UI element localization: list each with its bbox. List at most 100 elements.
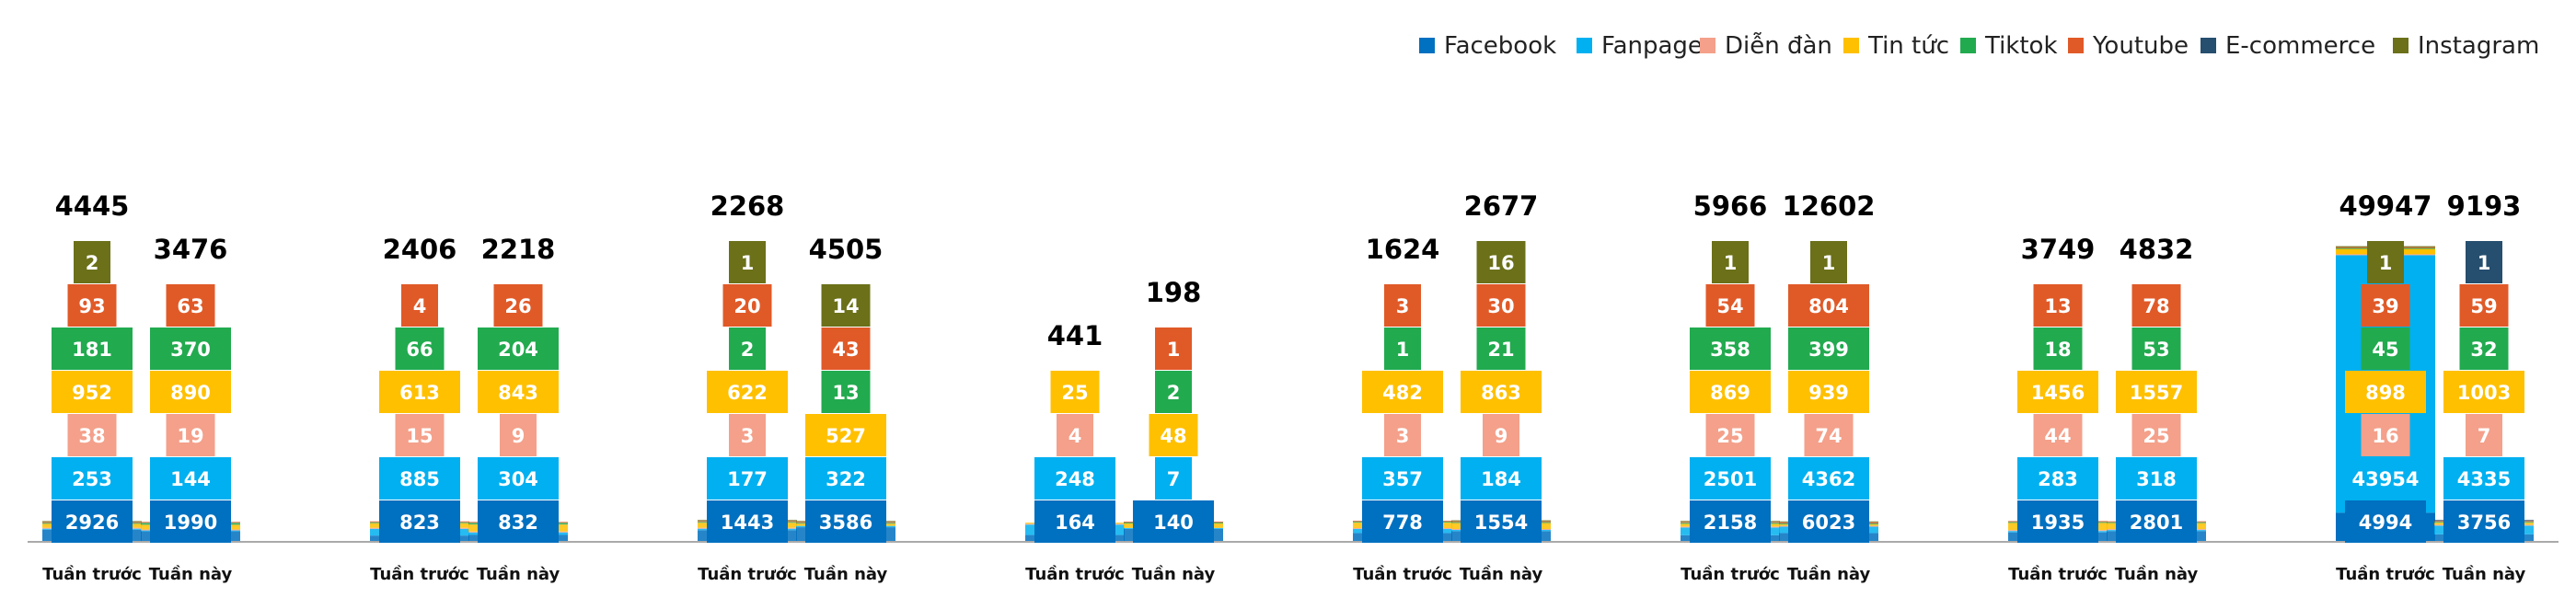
bar-segment-tin-tuc: 622 [707,371,788,413]
bar-total-label: 1624 [1366,234,1440,265]
segment-block [1705,284,1755,327]
legend-label: Diễn đàn [1725,31,1832,60]
segment-block [478,327,559,370]
data-label: 613 [399,382,440,404]
data-label: 804 [1808,295,1849,317]
segment-block [166,414,215,456]
legend-label: Tiktok [1984,32,2058,60]
bar-group-6-tuan-nay: 6023 4362 74 939 399 804 1 12602 [1783,190,1875,543]
bar-segment-youtube: 93 [67,284,117,327]
data-label: 952 [72,382,112,404]
bar-segment-facebook: 2801 [2116,500,2197,543]
segment-block [2466,241,2502,283]
data-label: 3756 [2457,511,2511,534]
segment-block [1788,371,1869,413]
segment-block [707,500,788,543]
segment-block [2443,371,2524,413]
bar-group-1-tuan-truoc: 2926 253 38 952 181 93 2 4445 [52,190,133,543]
bar-segment-youtube: 804 [1788,284,1869,327]
legend-swatch [1700,38,1715,53]
bar-total-label: 2406 [383,234,457,265]
x-tick-label: Tuần trước [1681,565,1780,584]
segment-block [395,327,445,370]
data-label: 181 [72,339,112,361]
segment-block [2033,327,2083,370]
bar-segment-facebook: 2158 [1690,500,1771,543]
bar-segment-facebook: 3586 [805,500,886,543]
bar-segment-facebook: 3756 [2443,500,2524,543]
data-label: 78 [2143,295,2169,317]
bar-segment-tin-tuc: 863 [1461,371,1542,413]
bar-segment-dien-dan: 25 [2131,414,2181,456]
segment-block [2466,414,2502,456]
bar-total-label: 49947 [2339,190,2432,222]
data-label: 3 [1396,295,1410,317]
segment-block [150,371,231,413]
bar-segment-tin-tuc: 898 [2345,371,2426,413]
segment-block [150,327,231,370]
bar-segment-e-commerce: 1 [2466,241,2502,283]
data-label: 1 [1822,252,1836,274]
bar-segment-dien-dan: 74 [1804,414,1854,456]
bar-segment-tin-tuc: 869 [1690,371,1771,413]
bar-segment-facebook: 1935 [2017,500,2098,543]
data-label: 1990 [164,511,217,534]
bar-segment-fanpage: 283 [2017,457,2098,500]
bar-segment-instagram: 1 [729,241,766,283]
bar-segment-fanpage: 357 [1362,457,1443,500]
segment-block [1034,500,1115,543]
segment-block [2345,371,2426,413]
segment-block [2443,457,2524,500]
segment-block [805,457,886,500]
data-label: 2926 [65,511,119,534]
bar-total-label: 4445 [55,190,130,222]
data-label: 4335 [2457,468,2511,490]
segment-block [1362,457,1443,500]
bar-group-7-tuan-nay: 2801 318 25 1557 53 78 4832 [2116,234,2197,543]
data-label: 3 [741,425,755,447]
bar-group-3-tuan-truoc: 1443 177 3 622 2 20 1 2268 [707,190,788,543]
bar-segment-dien-dan: 4 [1057,414,1093,456]
data-label: 164 [1055,511,1095,534]
data-label: 832 [498,511,538,534]
bar-segment-dien-dan: 44 [2033,414,2083,456]
data-label: 204 [498,339,538,361]
legend-label: Facebook [1444,32,1556,60]
data-label: 2501 [1704,468,1757,490]
segment-block [1133,500,1214,543]
segment-block [1362,371,1443,413]
segment-block [1149,414,1198,456]
data-label: 318 [2136,468,2177,490]
legend-label: E-commerce [2225,32,2375,60]
segment-block [1155,457,1192,500]
segment-block [1476,327,1526,370]
data-label: 74 [1815,425,1842,447]
bar-total-label: 441 [1047,320,1103,351]
bar-group-1-tuan-nay: 1990 144 19 890 370 63 3476 [150,234,231,543]
segment-block [1057,414,1093,456]
segment-block [379,500,460,543]
data-label: 1 [1396,339,1410,361]
bar-segment-instagram: 1 [2367,241,2404,283]
bar-segment-tin-tuc: 527 [805,414,886,456]
segment-block [2017,457,2098,500]
bar-segment-instagram: 14 [821,284,871,327]
data-label: 43954 [2351,468,2419,490]
segment-block [2367,241,2404,283]
data-label: 939 [1808,382,1849,404]
data-label: 823 [399,511,440,534]
bar-segment-fanpage: 318 [2116,457,2197,500]
data-label: 25 [1061,382,1088,404]
data-label: 59 [2470,295,2497,317]
segment-block [150,500,231,543]
x-tick-label: Tuần trước [2336,565,2435,584]
segment-block [2131,414,2181,456]
data-label: 177 [727,468,768,490]
data-label: 32 [2470,339,2497,361]
bar-segment-facebook: 2926 [52,500,133,543]
legend-item-fanpage: Fanpage [1577,32,1703,60]
segment-block [1810,241,1847,283]
segment-block [1690,500,1771,543]
segment-block [1461,500,1542,543]
bar-segment-tin-tuc: 1557 [2116,371,2197,413]
